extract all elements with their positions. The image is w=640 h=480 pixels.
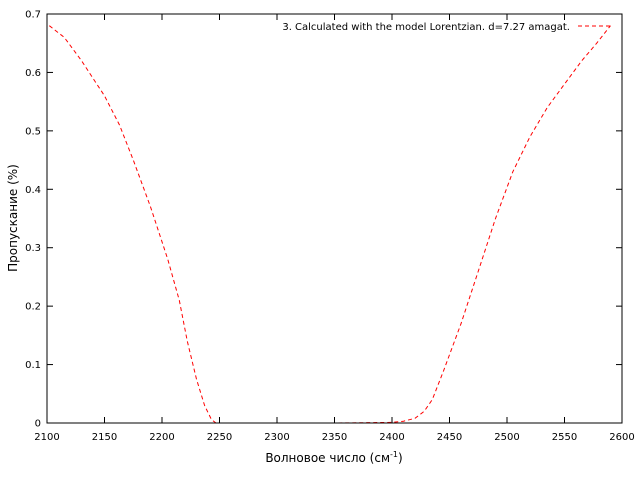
x-axis-label: Волновое число (см-1) bbox=[265, 450, 402, 465]
x-axis-label-close: ) bbox=[398, 451, 403, 465]
legend: 3. Calculated with the model Lorentzian.… bbox=[282, 22, 612, 33]
x-tick-label: 2500 bbox=[494, 432, 519, 443]
x-axis-label-sup: -1 bbox=[390, 450, 398, 459]
y-tick-label: 0 bbox=[35, 419, 41, 430]
x-tick-label: 2300 bbox=[264, 432, 289, 443]
x-tick-label: 2350 bbox=[322, 432, 347, 443]
y-tick-label: 0.3 bbox=[25, 243, 41, 254]
x-tick-label: 2450 bbox=[437, 432, 462, 443]
y-tick-label: 0.4 bbox=[25, 185, 41, 196]
x-axis-label-main: Волновое число (см bbox=[265, 451, 390, 465]
x-tick-label: 2150 bbox=[92, 432, 117, 443]
series-line-0 bbox=[48, 25, 611, 424]
x-tick-label: 2200 bbox=[149, 432, 174, 443]
series-layer bbox=[48, 25, 611, 424]
x-tick-label: 2250 bbox=[207, 432, 232, 443]
y-tick-label: 0.5 bbox=[25, 126, 41, 137]
plot-frame bbox=[46, 13, 623, 424]
y-tick-label: 0.1 bbox=[25, 360, 41, 371]
x-tick-label: 2550 bbox=[552, 432, 577, 443]
ticks-layer: 2100 2150 2200 2250 2300 2350 2400 2450 2500 2550… bbox=[25, 10, 635, 444]
y-tick-label: 0.2 bbox=[25, 302, 41, 313]
y-axis-label: Пропускание (%) bbox=[6, 164, 20, 272]
x-tick-label: 2400 bbox=[379, 432, 404, 443]
y-tick-label: 0.7 bbox=[25, 10, 41, 21]
y-tick-label: 0.6 bbox=[25, 68, 41, 79]
x-tick-label: 2600 bbox=[609, 432, 634, 443]
legend-label: 3. Calculated with the model Lorentzian.… bbox=[282, 22, 570, 33]
x-tick-label: 2100 bbox=[34, 432, 59, 443]
